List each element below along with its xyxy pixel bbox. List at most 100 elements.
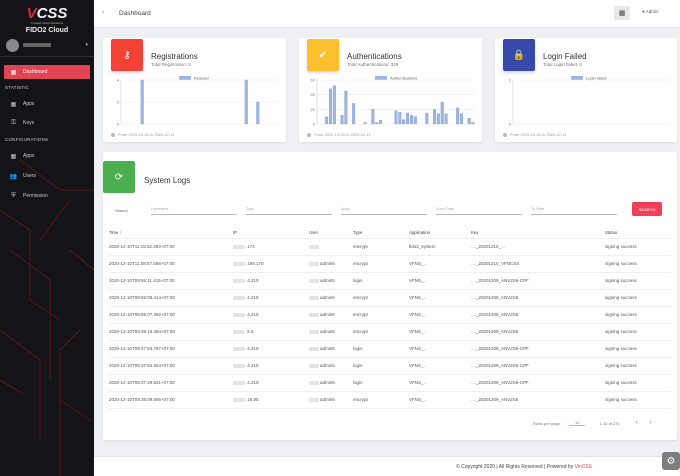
cell-text: VFNS_.. <box>409 278 427 283</box>
redacted-block <box>233 346 245 351</box>
sort-arrow-icon: ↑ <box>119 230 122 235</box>
search-button[interactable]: SEARCH <box>632 202 662 216</box>
sidebar-item-dashboard[interactable]: ▦ Dashboard <box>4 65 90 79</box>
bar[interactable] <box>256 101 260 125</box>
bar[interactable] <box>140 79 144 125</box>
cell-time: 2020-12-10T09:55:09.414+07:00 <box>109 295 175 300</box>
bar[interactable] <box>325 116 329 125</box>
sidebar-item-apps-stat[interactable]: ▦ Apps <box>10 101 35 108</box>
cell-app: VFNS_.. <box>409 261 426 266</box>
cell-time: 2020-12-10T09:35:09.586+07:00 <box>109 397 175 402</box>
bar[interactable] <box>340 115 344 125</box>
top-header: ‹ Dashboard ▦ ● Admin <box>94 0 680 28</box>
sidebar-item-users[interactable]: 👥 Users <box>9 173 37 180</box>
cell-key: ...._20201209_ANV2S6 <box>471 295 518 300</box>
apps-filter-input[interactable]: Apps <box>341 205 427 215</box>
bar[interactable] <box>332 85 336 125</box>
sidebar-item-permission[interactable]: ⛨ Permission <box>11 192 48 200</box>
table-row[interactable]: 2020-12-10T11:15:52.393+07:00 .174 encrypt… <box>109 239 671 256</box>
bar[interactable] <box>402 119 406 125</box>
bar[interactable] <box>406 112 410 125</box>
column-header-time[interactable]: Time ↑ <box>109 230 122 235</box>
bar[interactable] <box>375 122 379 125</box>
filter-label: Search <box>115 208 128 213</box>
apps-grid-button[interactable]: ▦ <box>614 6 630 20</box>
sidebar-item-keys[interactable]: ⚿ Keys <box>11 119 35 127</box>
cell-text: admin5 <box>320 278 335 283</box>
cell-text: 2020-12-10T09:55:11.415+07:00 <box>109 278 175 283</box>
bar[interactable] <box>433 109 437 125</box>
bar[interactable] <box>409 115 413 125</box>
cell-type: login <box>353 363 363 368</box>
table-row[interactable]: 2020-12-10T11:08:57.658+07:00 .168.170 adm… <box>109 256 671 273</box>
cell-user: admin5 <box>309 312 335 317</box>
bar[interactable] <box>471 122 475 125</box>
prev-page-icon[interactable]: ‹ <box>635 420 638 426</box>
user-menu[interactable]: ● Admin <box>642 9 659 14</box>
to-date-input[interactable]: To Date <box>531 205 617 215</box>
cell-time: 2020-12-10T11:15:52.393+07:00 <box>109 244 175 249</box>
cell-text: .4.219 <box>246 312 259 317</box>
type-filter-input[interactable]: Type <box>246 205 332 215</box>
bar[interactable] <box>444 113 448 125</box>
bar[interactable] <box>363 122 367 125</box>
cell-status: signing success <box>605 295 637 300</box>
settings-fab[interactable]: ⚙ <box>662 452 680 470</box>
cell-key: ...._20201210_VFNCSS <box>471 261 519 266</box>
cell-user: admin5 <box>309 397 335 402</box>
bar[interactable] <box>467 117 471 125</box>
redacted-block <box>309 295 319 300</box>
refresh-icon[interactable]: ⟳ <box>103 161 135 193</box>
next-page-icon[interactable]: › <box>649 420 652 426</box>
cell-user: admin5 <box>309 346 335 351</box>
bar[interactable] <box>436 113 440 125</box>
table-row[interactable]: 2020-12-10T09:55:09.414+07:00 .4.219 admin… <box>109 290 671 307</box>
sidebar-username-redacted <box>23 43 51 47</box>
y-tick-label: 40 <box>311 92 316 97</box>
cell-text: admin6 <box>320 329 335 334</box>
redacted-block <box>233 397 245 402</box>
table-row[interactable]: 2020-12-10T09:37:52.554+07:00 .4.219 admin… <box>109 358 671 375</box>
bar[interactable] <box>379 120 383 125</box>
cell-user: admin5 <box>309 380 335 385</box>
redacted-block <box>233 329 245 334</box>
stat-subtitle: Total Registration: 5 <box>151 62 191 67</box>
sidebar-user-menu[interactable]: ▾ <box>6 38 88 52</box>
table-row[interactable]: 2020-12-10T09:37:53.767+07:00 .4.219 admin… <box>109 341 671 358</box>
sidebar-item-apps-config[interactable]: ▦ Apps <box>10 153 35 160</box>
collapse-menu-icon[interactable]: ‹ <box>102 9 105 16</box>
bar[interactable] <box>425 112 429 125</box>
table-row[interactable]: 2020-12-10T09:39:15.384+07:00 .5.5 admin6 e… <box>109 324 671 341</box>
cell-text: login <box>353 346 363 351</box>
table-row[interactable]: 2020-12-10T09:55:07.392+07:00 .4.219 admin… <box>109 307 671 324</box>
footer-brand-link[interactable]: VinCSS <box>574 464 592 470</box>
bar[interactable] <box>460 113 464 125</box>
from-date-input[interactable]: From Date <box>436 205 522 215</box>
bar[interactable] <box>398 112 402 125</box>
bar[interactable] <box>344 90 348 125</box>
cell-ip: .4.219 <box>233 363 259 368</box>
bar[interactable] <box>440 101 444 125</box>
sidebar: VCSS Trusted Cloud Solutions FIDO2 Cloud… <box>0 0 94 476</box>
cell-text: admin5 <box>320 363 335 368</box>
cell-app: VFNS_.. <box>409 363 426 368</box>
cell-text: login <box>353 278 363 283</box>
clock-icon <box>307 132 311 137</box>
bar[interactable] <box>352 103 356 125</box>
table-row[interactable]: 2020-12-10T09:37:49.541+07:00 .4.219 admin… <box>109 375 671 392</box>
cell-text: signing success <box>605 295 637 300</box>
table-row[interactable]: 2020-12-10T09:35:09.586+07:00 .16.95 admin… <box>109 392 671 409</box>
cell-time: 2020-12-10T09:37:49.541+07:00 <box>109 380 175 385</box>
bar[interactable] <box>328 88 332 125</box>
cell-time: 2020-12-10T09:37:52.554+07:00 <box>109 363 175 368</box>
table-row[interactable]: 2020-12-10T09:55:11.415+07:00 .4.219 admin… <box>109 273 671 290</box>
bar[interactable] <box>413 116 417 125</box>
bar[interactable] <box>394 110 398 125</box>
cell-text: encrypt <box>353 244 368 249</box>
bar[interactable] <box>244 79 248 125</box>
cell-app: VFNS_.. <box>409 397 426 402</box>
rows-per-page-select[interactable]: 10 <box>569 420 586 426</box>
bar[interactable] <box>371 109 375 125</box>
bar[interactable] <box>456 107 460 125</box>
username-filter-input[interactable]: Username <box>151 205 237 215</box>
